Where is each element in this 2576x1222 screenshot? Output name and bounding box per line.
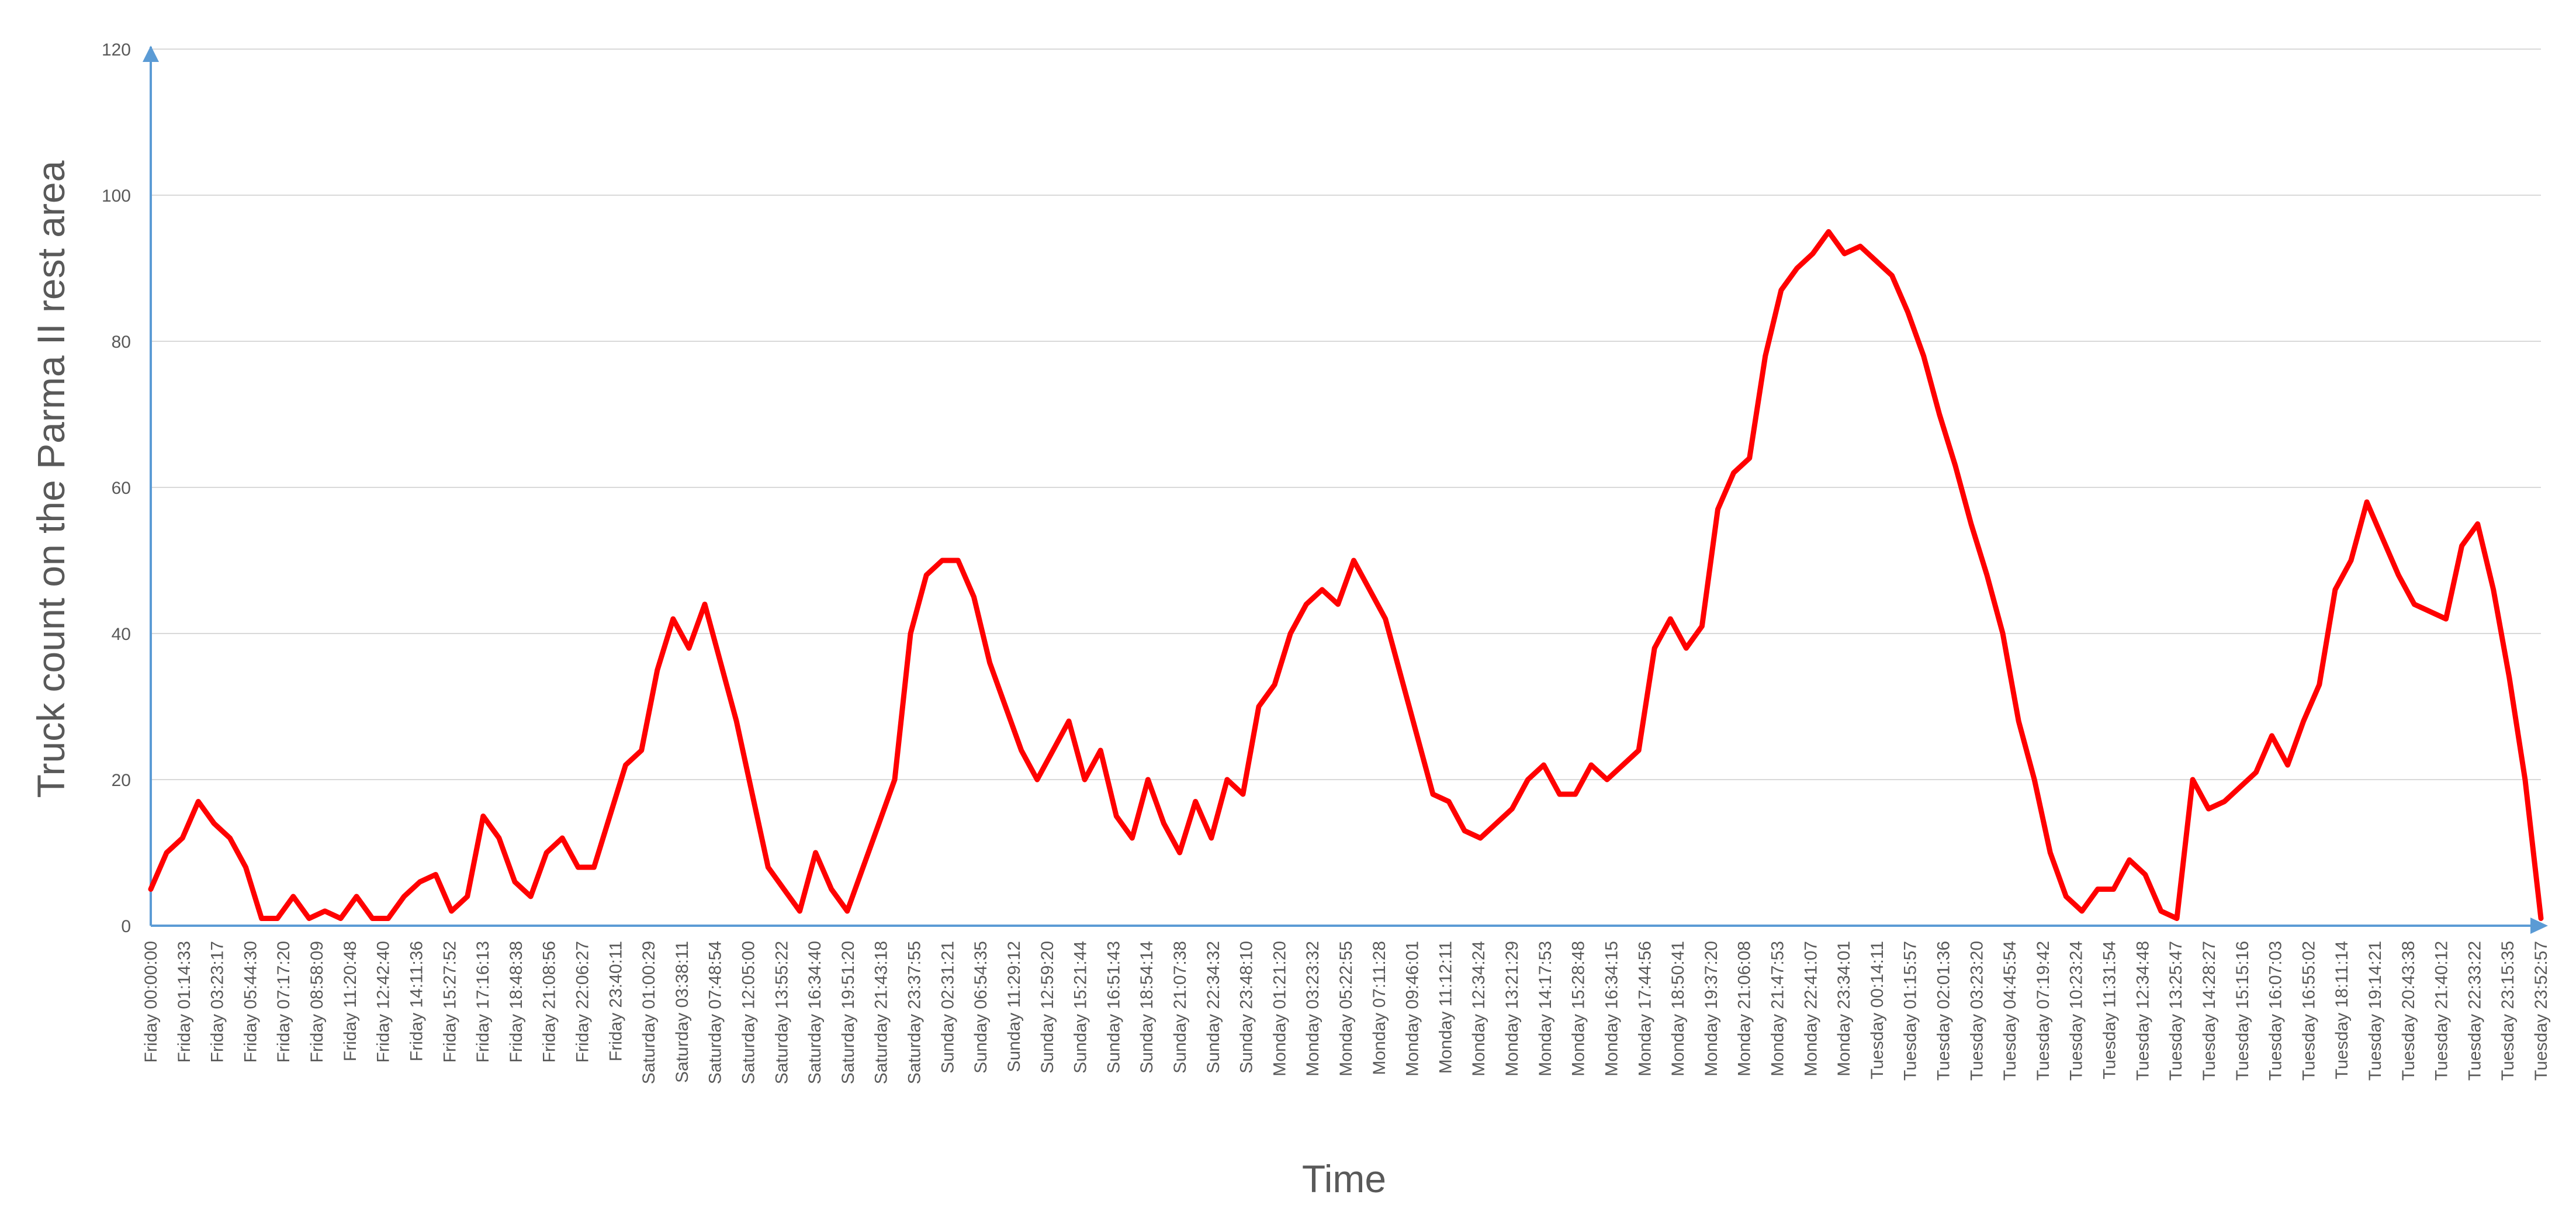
- x-tick-label: Tuesday 07:19:42: [2034, 941, 2053, 1081]
- x-tick-label: Tuesday 21:40:12: [2432, 941, 2452, 1081]
- x-tick-label: Monday 15:28:48: [1569, 941, 1588, 1076]
- x-axis-arrow: [2530, 918, 2548, 934]
- x-tick-label: Sunday 15:21:44: [1071, 941, 1090, 1074]
- x-tick-labels: Friday 00:00:00 Friday 01:14:33 Friday 03:…: [141, 941, 2551, 1084]
- x-tick-label: Tuesday 23:15:35: [2498, 941, 2518, 1081]
- axes: [143, 46, 2548, 934]
- x-tick-label: Tuesday 14:28:27: [2200, 941, 2219, 1081]
- x-tick-label: Friday 14:11:36: [407, 941, 426, 1061]
- x-tick-label: Tuesday 16:07:03: [2266, 941, 2286, 1081]
- y-tick-label: 120: [102, 40, 131, 60]
- y-axis-title: Truck count on the Parma II rest area: [29, 160, 72, 798]
- x-tick-label: Sunday 23:48:10: [1237, 941, 1256, 1074]
- x-tick-label: Monday 07:11:28: [1370, 941, 1389, 1075]
- x-tick-label: Monday 16:34:15: [1602, 941, 1621, 1076]
- x-tick-label: Monday 11:12:11: [1436, 941, 1455, 1074]
- x-tick-label: Monday 14:17:53: [1536, 941, 1555, 1076]
- y-tick-label: 40: [112, 625, 131, 644]
- x-tick-label: Sunday 21:07:38: [1171, 941, 1190, 1074]
- x-tick-label: Monday 17:44:56: [1635, 941, 1654, 1076]
- x-axis-title: Time: [1302, 1157, 1386, 1200]
- x-tick-label: Monday 05:22:55: [1337, 941, 1356, 1076]
- x-tick-label: Monday 12:34:24: [1469, 941, 1488, 1076]
- x-tick-label: Tuesday 18:11:14: [2332, 941, 2352, 1079]
- y-tick-label: 60: [112, 479, 131, 498]
- x-tick-label: Monday 01:21:20: [1270, 941, 1289, 1076]
- x-tick-label: Tuesday 10:23:24: [2067, 941, 2086, 1081]
- series-line: [148, 229, 2544, 921]
- x-tick-label: Tuesday 03:23:20: [1967, 941, 1986, 1081]
- x-tick-label: Saturday 19:51:20: [839, 941, 858, 1084]
- x-tick-label: Saturday 12:05:00: [739, 941, 759, 1084]
- x-tick-label: Tuesday 23:52:57: [2532, 941, 2551, 1081]
- x-tick-label: Friday 11:20:48: [341, 941, 360, 1061]
- y-tick-label: 0: [121, 917, 131, 936]
- x-tick-label: Sunday 06:54:35: [971, 941, 991, 1074]
- x-tick-label: Saturday 16:34:40: [805, 941, 825, 1084]
- x-tick-label: Monday 09:46:01: [1403, 941, 1422, 1076]
- x-tick-label: Sunday 22:34:32: [1204, 941, 1223, 1074]
- x-tick-label: Friday 12:42:40: [374, 941, 393, 1062]
- x-tick-label: Saturday 07:48:54: [706, 941, 725, 1084]
- x-tick-label: Monday 21:06:08: [1735, 941, 1754, 1076]
- x-tick-label: Friday 15:27:52: [440, 941, 459, 1062]
- x-tick-label: Friday 00:00:00: [141, 941, 161, 1062]
- x-tick-label: Friday 07:17:20: [274, 941, 293, 1062]
- x-tick-label: Sunday 16:51:43: [1104, 941, 1123, 1074]
- x-tick-label: Friday 23:40:11: [606, 941, 625, 1061]
- y-tick-label: 20: [112, 771, 131, 790]
- x-tick-label: Tuesday 12:34:48: [2133, 941, 2152, 1081]
- x-tick-label: Friday 18:48:38: [507, 941, 526, 1062]
- x-tick-label: Monday 23:34:01: [1834, 941, 1854, 1076]
- x-tick-label: Tuesday 16:55:02: [2299, 941, 2318, 1081]
- x-tick-label: Tuesday 20:43:38: [2399, 941, 2418, 1081]
- y-tick-label: 100: [102, 186, 131, 206]
- x-tick-label: Tuesday 01:15:57: [1901, 941, 1920, 1081]
- x-tick-label: Friday 17:16:13: [473, 941, 493, 1062]
- x-tick-label: Friday 05:44:30: [241, 941, 260, 1062]
- x-tick-label: Monday 22:41:07: [1801, 941, 1820, 1076]
- x-tick-label: Friday 03:23:17: [208, 941, 227, 1062]
- x-tick-label: Friday 01:14:33: [175, 941, 194, 1062]
- x-tick-label: Monday 18:50:41: [1668, 941, 1688, 1076]
- x-tick-label: Tuesday 13:25:47: [2166, 941, 2186, 1081]
- x-tick-label: Monday 13:21:29: [1502, 941, 1522, 1076]
- grid-lines: [151, 49, 2541, 780]
- x-tick-label: Tuesday 11:31:54: [2100, 941, 2120, 1079]
- x-tick-label: Friday 22:06:27: [573, 941, 592, 1062]
- x-tick-label: Tuesday 15:15:16: [2233, 941, 2252, 1081]
- y-axis-arrow: [143, 46, 159, 62]
- x-tick-label: Friday 08:58:09: [307, 941, 327, 1062]
- x-tick-label: Tuesday 19:14:21: [2366, 941, 2385, 1081]
- x-tick-label: Sunday 02:31:21: [938, 941, 957, 1074]
- x-tick-label: Sunday 12:59:20: [1038, 941, 1057, 1074]
- x-tick-label: Sunday 11:29:12: [1005, 941, 1024, 1072]
- x-tick-label: Monday 21:47:53: [1768, 941, 1787, 1076]
- x-tick-label: Saturday 03:38:11: [673, 941, 692, 1083]
- x-tick-label: Sunday 18:54:14: [1137, 941, 1157, 1074]
- x-tick-label: Tuesday 22:33:22: [2465, 941, 2484, 1081]
- y-tick-label: 80: [112, 333, 131, 352]
- x-tick-label: Monday 19:37:20: [1702, 941, 1721, 1076]
- series-layer: [148, 229, 2544, 921]
- x-tick-label: Saturday 23:37:55: [905, 941, 925, 1084]
- x-tick-label: Tuesday 00:14:11: [1868, 941, 1887, 1079]
- x-tick-label: Saturday 01:00:29: [639, 941, 659, 1084]
- x-tick-label: Monday 03:23:32: [1303, 941, 1322, 1076]
- x-tick-label: Friday 21:08:56: [540, 941, 559, 1062]
- x-tick-label: Saturday 13:55:22: [772, 941, 791, 1084]
- y-tick-labels: 0 20 40 60 80 100 120: [102, 40, 131, 936]
- x-tick-label: Tuesday 02:01:36: [1934, 941, 1954, 1081]
- x-tick-label: Saturday 21:43:18: [872, 941, 891, 1084]
- x-tick-label: Tuesday 04:45:54: [2000, 941, 2020, 1081]
